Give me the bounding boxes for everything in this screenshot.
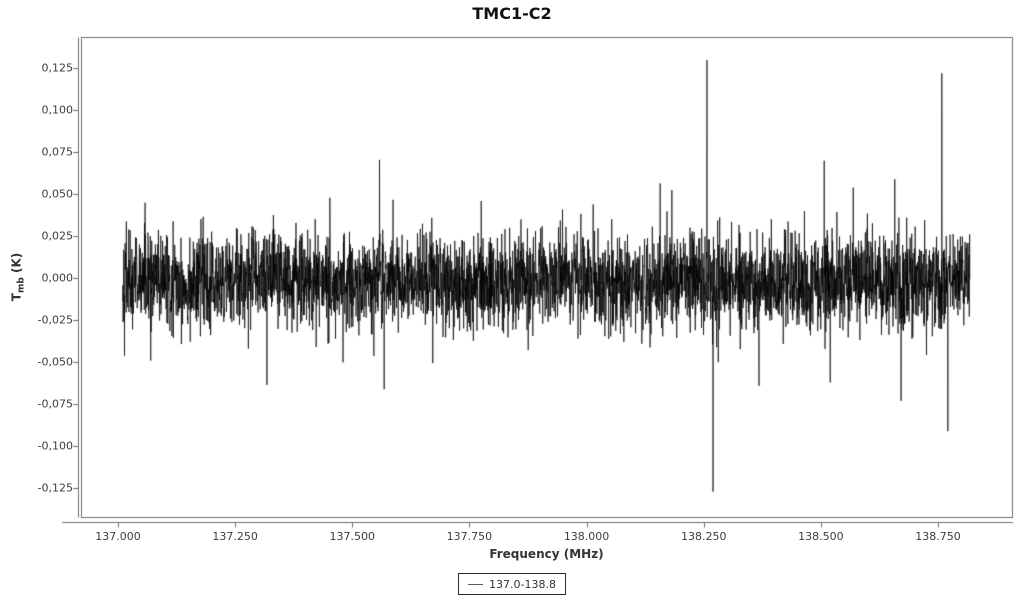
chart-title: TMC1-C2 xyxy=(472,4,552,23)
legend-label: 137.0-138.8 xyxy=(489,577,556,591)
legend-line-sample-icon xyxy=(468,583,484,585)
x-axis-label: Frequency (MHz) xyxy=(489,547,604,561)
y-axis-label: Tmb (K) xyxy=(9,253,26,301)
legend[interactable]: 137.0-138.8 xyxy=(458,573,566,595)
y-axis-label-unit: (K) xyxy=(9,252,24,274)
y-axis-label-subscript: mb xyxy=(16,277,27,294)
y-axis-label-symbol: T xyxy=(9,293,24,302)
